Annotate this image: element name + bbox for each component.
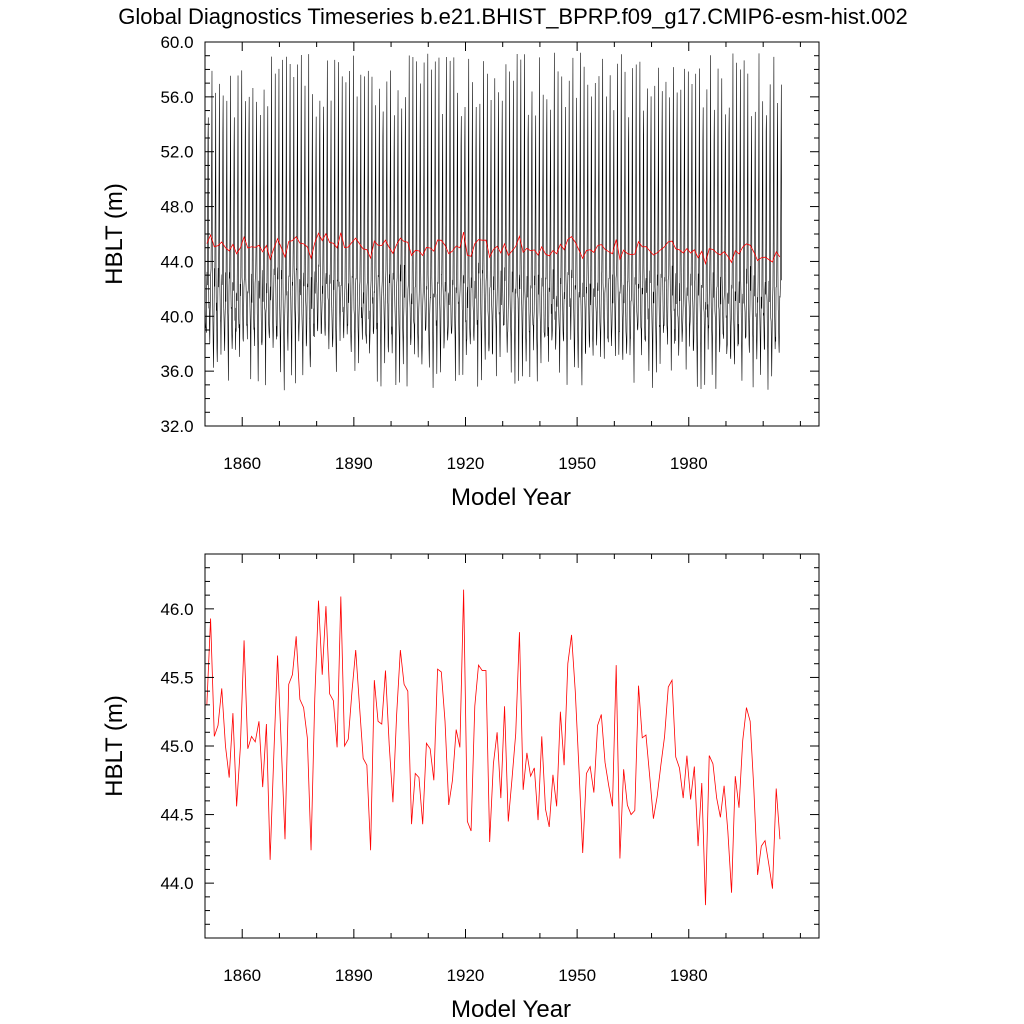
annual-panel: HBLT (m) Model Year 1860 1890 1920 1950 1980… xyxy=(101,553,820,1023)
panel1-ytick-label: 36.0 xyxy=(160,362,193,381)
panel1-ytick-label: 40.0 xyxy=(160,307,193,326)
annual-mean-series-line xyxy=(206,589,781,906)
panel2-ytick-label: 46.0 xyxy=(160,600,193,619)
monthly-series-line xyxy=(205,52,782,391)
chart-title: Global Diagnostics Timeseries b.e21.BHIS… xyxy=(118,4,908,29)
panel2-axes: 1860 1890 1920 1950 1980 44.0 44.5 45.0 45.5 46.0 xyxy=(160,553,819,985)
panel1-xtick-label: 1920 xyxy=(447,454,485,473)
panel1-ytick-label: 48.0 xyxy=(160,198,193,217)
panel2-xtick-label: 1890 xyxy=(335,966,373,985)
panel2-frame xyxy=(204,553,820,939)
panel1-xtick-label: 1950 xyxy=(558,454,596,473)
panel2-xtick-label: 1980 xyxy=(670,966,708,985)
panel1-ytick-label: 44.0 xyxy=(160,252,193,271)
panel2-ytick-label: 44.5 xyxy=(160,806,193,825)
annual-mean-overlay-line xyxy=(206,231,781,266)
panel1-xlabel: Model Year xyxy=(451,484,571,511)
panel2-ytick-label: 45.0 xyxy=(160,737,193,756)
panel1-ytick-label: 60.0 xyxy=(160,33,193,52)
monthly-panel: HBLT (m) Model Year 1860 1890 1920 1950 1980… xyxy=(101,33,820,511)
panel1-xtick-label: 1860 xyxy=(223,454,261,473)
panel1-series-layer xyxy=(205,52,782,391)
panel2-xtick-label: 1950 xyxy=(558,966,596,985)
panel1-ytick-label: 56.0 xyxy=(160,88,193,107)
panel2-ytick-label: 45.5 xyxy=(160,668,193,687)
panel2-xlabel: Model Year xyxy=(451,996,571,1023)
panel2-ytick-label: 44.0 xyxy=(160,874,193,893)
panel1-ytick-label: 52.0 xyxy=(160,143,193,162)
panel1-xtick-label: 1980 xyxy=(670,454,708,473)
panel2-xtick-label: 1860 xyxy=(223,966,261,985)
panel1-xtick-label: 1890 xyxy=(335,454,373,473)
panel1-ylabel: HBLT (m) xyxy=(101,183,128,285)
panel2-ylabel: HBLT (m) xyxy=(101,695,128,797)
panel2-xtick-label: 1920 xyxy=(447,966,485,985)
panel1-ytick-label: 32.0 xyxy=(160,417,193,436)
panel2-series-layer xyxy=(206,589,781,906)
panel1-axes: 1860 1890 1920 1950 1980 32.0 36.0 40.0 44.0 48.0… xyxy=(160,33,819,473)
